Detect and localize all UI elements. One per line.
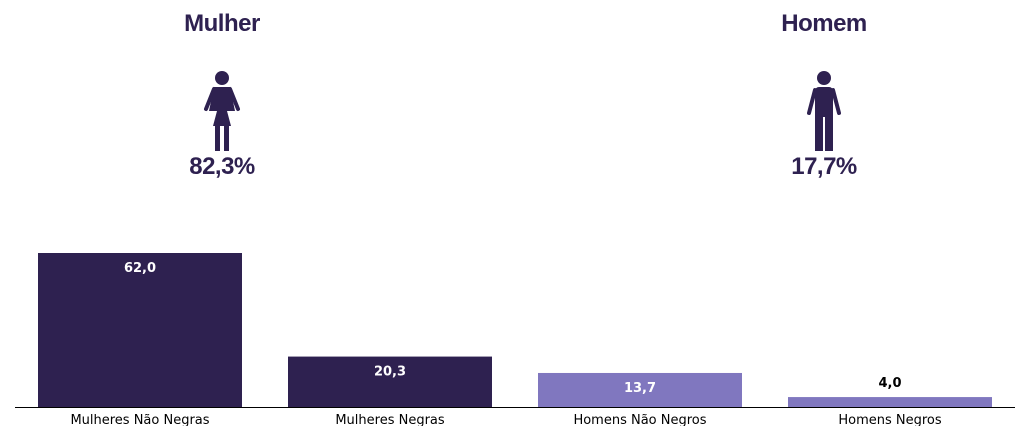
female-title: Mulher: [184, 10, 260, 37]
bar-value-label-0: 62,0: [124, 261, 156, 276]
male-panel: Homem 17,7%: [724, 0, 924, 181]
male-percent: 17,7%: [791, 153, 857, 180]
bar-1: [288, 356, 492, 407]
female-person-icon: [204, 71, 240, 151]
x-tick-label-0: Mulheres Não Negras: [70, 413, 209, 426]
x-tick-label-2: Homens Não Negros: [573, 413, 706, 426]
bar-value-label-1: 20,3: [374, 365, 406, 380]
female-panel: Mulher 82,3%: [122, 0, 322, 181]
female-percent: 82,3%: [189, 153, 255, 180]
male-person-icon: [807, 71, 841, 151]
x-tick-label-3: Homens Negros: [838, 413, 942, 426]
bar-2: [538, 372, 742, 407]
male-title: Homem: [781, 10, 867, 37]
bar-0: [38, 253, 242, 407]
bar-value-label-3: 4,0: [878, 376, 901, 391]
x-tick-label-1: Mulheres Negras: [335, 413, 445, 426]
bar-3: [788, 397, 992, 407]
bar-value-label-2: 13,7: [624, 381, 656, 396]
